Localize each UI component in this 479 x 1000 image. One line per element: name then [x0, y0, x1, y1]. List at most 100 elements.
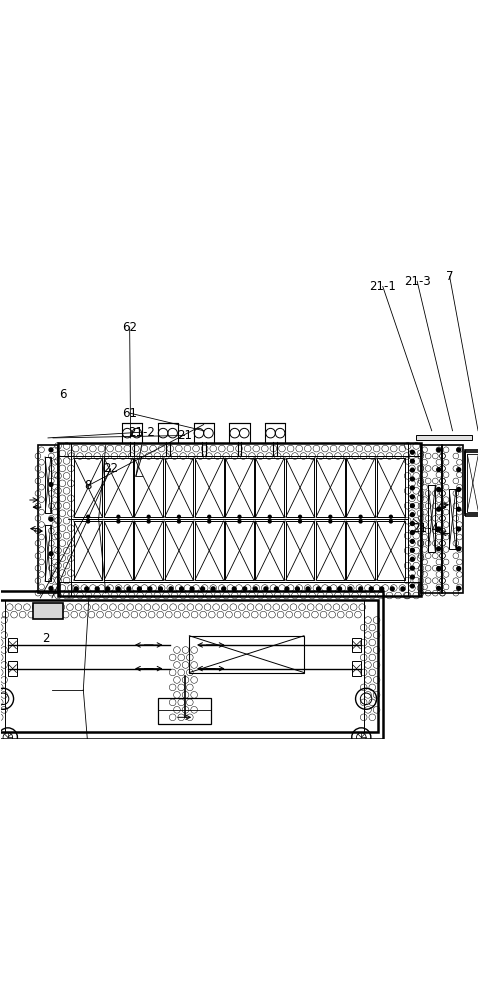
- Circle shape: [380, 587, 384, 591]
- Bar: [195, 521, 224, 580]
- Circle shape: [317, 587, 320, 591]
- Circle shape: [95, 587, 99, 591]
- Circle shape: [411, 477, 414, 481]
- Circle shape: [329, 515, 332, 518]
- Circle shape: [306, 587, 310, 591]
- Bar: [134, 458, 163, 517]
- Circle shape: [437, 488, 441, 491]
- Circle shape: [411, 459, 414, 463]
- Circle shape: [389, 520, 392, 523]
- Bar: [255, 458, 284, 517]
- Bar: [229, 423, 250, 443]
- Text: 21: 21: [177, 429, 192, 442]
- Circle shape: [338, 587, 342, 591]
- Circle shape: [159, 587, 162, 591]
- Bar: [285, 521, 314, 580]
- Bar: [346, 521, 375, 580]
- Circle shape: [411, 513, 414, 517]
- Bar: [285, 458, 314, 517]
- Text: 62: 62: [122, 321, 137, 334]
- Bar: [74, 458, 103, 517]
- Circle shape: [359, 587, 363, 591]
- Circle shape: [411, 450, 414, 454]
- Circle shape: [457, 527, 461, 531]
- Bar: [45, 525, 51, 581]
- Bar: [194, 423, 214, 443]
- Circle shape: [437, 448, 441, 452]
- Circle shape: [147, 515, 150, 518]
- Circle shape: [457, 448, 461, 452]
- Circle shape: [296, 587, 299, 591]
- Bar: [74, 521, 103, 580]
- Bar: [158, 423, 178, 443]
- Bar: [195, 458, 224, 517]
- Bar: [122, 423, 142, 443]
- Circle shape: [457, 547, 461, 551]
- Circle shape: [49, 552, 53, 556]
- Circle shape: [437, 527, 441, 531]
- Circle shape: [327, 587, 331, 591]
- Text: 7: 7: [446, 270, 454, 283]
- Circle shape: [348, 587, 352, 591]
- Bar: [421, 445, 443, 593]
- Circle shape: [411, 539, 414, 543]
- Bar: [189, 636, 304, 673]
- Bar: [468, 454, 479, 512]
- Bar: [225, 521, 254, 580]
- Bar: [8, 661, 17, 676]
- Bar: [352, 638, 361, 652]
- Circle shape: [411, 531, 414, 534]
- Circle shape: [274, 587, 278, 591]
- Circle shape: [329, 520, 332, 523]
- Circle shape: [389, 515, 392, 518]
- Circle shape: [49, 448, 53, 452]
- Circle shape: [74, 587, 78, 591]
- Bar: [104, 458, 133, 517]
- Bar: [316, 521, 345, 580]
- Circle shape: [211, 587, 215, 591]
- Circle shape: [457, 488, 461, 491]
- Circle shape: [238, 520, 241, 523]
- Text: 22: 22: [103, 462, 118, 475]
- Bar: [0, 600, 378, 732]
- Circle shape: [411, 522, 414, 525]
- Bar: [359, 753, 388, 772]
- Circle shape: [268, 515, 271, 518]
- Circle shape: [298, 515, 301, 518]
- Circle shape: [285, 587, 289, 591]
- Circle shape: [298, 520, 301, 523]
- Bar: [443, 445, 463, 593]
- Bar: [165, 521, 194, 580]
- Circle shape: [127, 587, 131, 591]
- Bar: [265, 423, 285, 443]
- Circle shape: [169, 587, 173, 591]
- Circle shape: [359, 515, 362, 518]
- Circle shape: [437, 468, 441, 472]
- Circle shape: [232, 587, 236, 591]
- Bar: [33, 603, 63, 619]
- Circle shape: [411, 566, 414, 570]
- Bar: [8, 638, 17, 652]
- Bar: [465, 452, 479, 514]
- Text: 21-2: 21-2: [128, 426, 155, 439]
- Circle shape: [178, 520, 181, 523]
- Circle shape: [457, 468, 461, 472]
- Bar: [134, 521, 163, 580]
- Circle shape: [85, 587, 89, 591]
- Circle shape: [87, 520, 90, 523]
- Circle shape: [457, 567, 461, 570]
- Bar: [376, 458, 405, 517]
- Bar: [449, 489, 456, 549]
- Text: 2: 2: [42, 632, 50, 645]
- Circle shape: [253, 587, 257, 591]
- Circle shape: [190, 587, 194, 591]
- Circle shape: [390, 587, 394, 591]
- Circle shape: [359, 520, 362, 523]
- Bar: [58, 443, 421, 596]
- Circle shape: [437, 507, 441, 511]
- Text: 21-1: 21-1: [369, 280, 396, 293]
- Circle shape: [201, 587, 205, 591]
- Bar: [165, 458, 194, 517]
- Circle shape: [208, 515, 211, 518]
- Circle shape: [243, 587, 247, 591]
